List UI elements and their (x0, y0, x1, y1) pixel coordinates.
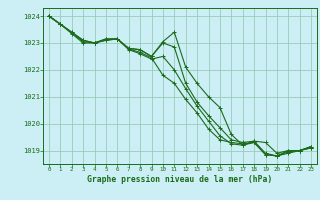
X-axis label: Graphe pression niveau de la mer (hPa): Graphe pression niveau de la mer (hPa) (87, 175, 273, 184)
